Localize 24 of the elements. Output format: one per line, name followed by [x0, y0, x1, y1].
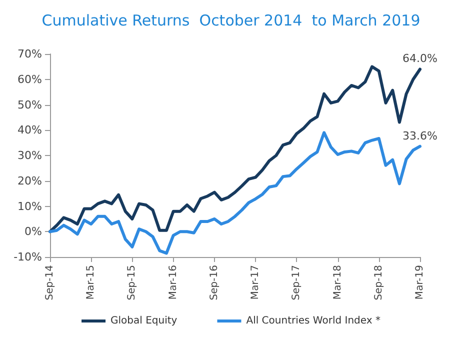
legend-label: All Countries World Index *	[246, 316, 380, 326]
x-tick-label: Mar-17	[250, 265, 262, 300]
data-label: 33.6%	[402, 129, 438, 142]
x-tick-label: Mar-19	[414, 265, 426, 300]
y-tick-label: 50%	[18, 98, 42, 112]
data-label: 64.0%	[402, 52, 438, 66]
y-tick-label: 70%	[18, 48, 42, 60]
x-tick-label: Sep-15	[126, 265, 138, 300]
y-tick-label: 10%	[18, 200, 42, 213]
y-tick-label: 30%	[18, 149, 42, 162]
legend-label: Global Equity	[110, 316, 178, 326]
x-tick-label: Mar-15	[86, 265, 97, 300]
y-tick-label: 60%	[18, 72, 42, 86]
x-tick-label: Sep-17	[291, 265, 302, 300]
x-tick-label: Sep-16	[208, 265, 220, 300]
y-tick-label: 40%	[18, 124, 42, 137]
x-tick-label: Sep-14	[44, 265, 56, 300]
x-tick-label: Sep-18	[373, 265, 384, 300]
chart-title: Cumulative Returns October 2014 to March 2019	[42, 12, 420, 30]
x-tick-label: Mar-18	[332, 265, 344, 300]
y-tick-label: -10%	[14, 250, 42, 264]
y-tick-label: 0%	[24, 225, 42, 238]
x-tick-label: Mar-16	[168, 265, 179, 300]
y-tick-label: 20%	[18, 174, 42, 188]
